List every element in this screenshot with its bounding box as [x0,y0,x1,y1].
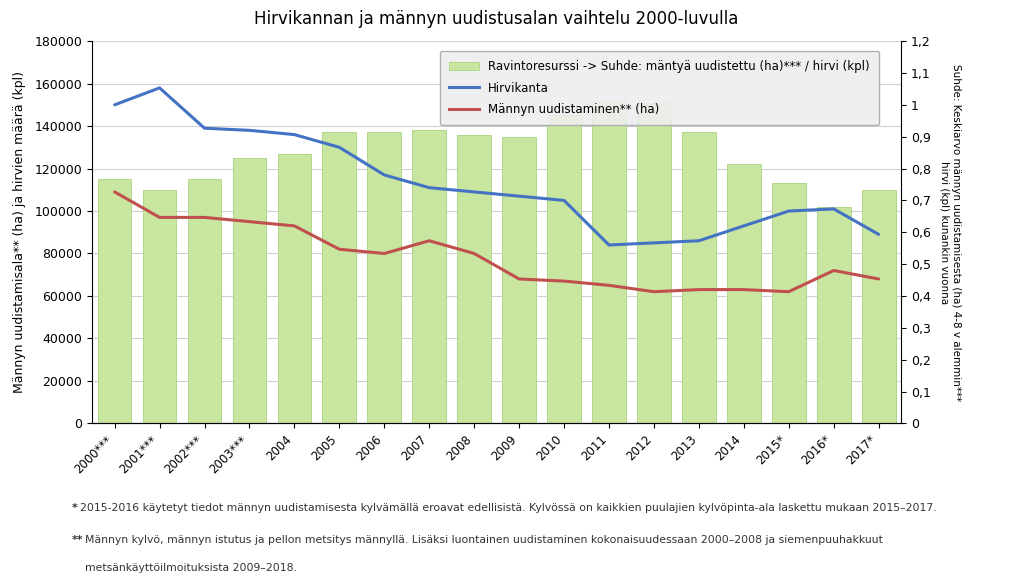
Text: **: ** [72,535,83,545]
Bar [142,190,176,423]
Legend: Ravintoresurssi -> Suhde: mäntyä uudistettu (ha)*** / hirvi (kpl), Hirvikanta, M: Ravintoresurssi -> Suhde: mäntyä uudiste… [439,51,879,125]
Text: 2015-2016 käytetyt tiedot männyn uudistamisesta kylvämällä eroavat edellisistä. : 2015-2016 käytetyt tiedot männyn uudista… [80,503,937,513]
Bar [458,135,492,423]
Bar [682,132,716,423]
Title: Hirvikannan ja männyn uudistusalan vaihtelu 2000-luvulla: Hirvikannan ja männyn uudistusalan vaiht… [254,11,739,28]
Bar [637,103,671,423]
Y-axis label: Männyn uudistamisala** (ha) ja hirvien määrä (kpl): Männyn uudistamisala** (ha) ja hirvien m… [13,71,27,393]
Bar [368,132,401,423]
Text: *: * [72,503,78,513]
Text: Männyn kylvö, männyn istutus ja pellon metsitys männyllä. Lisäksi luontainen uud: Männyn kylvö, männyn istutus ja pellon m… [85,535,883,545]
Bar [278,153,311,423]
Bar [232,158,266,423]
Bar [727,164,761,423]
Bar [862,190,896,423]
Bar [817,207,851,423]
Bar [413,131,446,423]
Bar [502,136,536,423]
Text: metsänkäyttöilmoituksista 2009–2018.: metsänkäyttöilmoituksista 2009–2018. [85,563,297,573]
Bar [772,183,806,423]
Bar [323,132,356,423]
Bar [592,101,626,423]
Bar [547,115,581,423]
Y-axis label: Suhde: Keskiarvo männyn uudistamisesta (ha) 4-8 v alemmin***
hirvi (kpl) kunanki: Suhde: Keskiarvo männyn uudistamisesta (… [939,64,961,401]
Bar [187,179,221,423]
Bar [97,179,131,423]
